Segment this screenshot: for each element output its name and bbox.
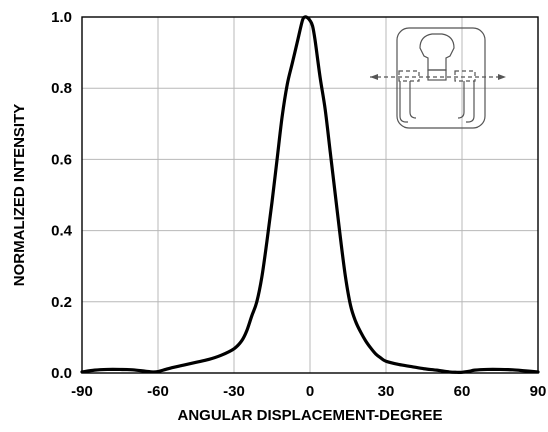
x-tick-label: 90 xyxy=(530,383,547,400)
x-tick-label: 60 xyxy=(454,383,471,400)
x-tick-label: 0 xyxy=(306,383,314,400)
y-tick-label: 0.4 xyxy=(51,223,73,240)
x-tick-label: 30 xyxy=(378,383,395,400)
y-tick-label: 0.2 xyxy=(51,294,72,311)
y-tick-label: 0.0 xyxy=(51,365,72,382)
y-tick-label: 1.0 xyxy=(51,9,72,26)
x-tick-label: -90 xyxy=(71,383,93,400)
x-axis-ticks: -90 -60 -30 0 30 60 90 xyxy=(71,383,546,400)
x-tick-label: -30 xyxy=(223,383,245,400)
fixture-schematic-icon xyxy=(370,27,506,129)
intensity-series-line xyxy=(80,15,540,374)
plot-frame xyxy=(81,16,539,374)
plot-area xyxy=(80,15,540,374)
x-tick-label: -60 xyxy=(147,383,169,400)
x-axis-title: ANGULAR DISPLACEMENT-DEGREE xyxy=(177,407,442,424)
y-axis-ticks: 0.0 0.2 0.4 0.6 0.8 1.0 xyxy=(51,9,73,382)
y-axis-title: NORMALIZED INTENSITY xyxy=(11,104,28,287)
y-tick-label: 0.8 xyxy=(51,80,72,97)
y-tick-label: 0.6 xyxy=(51,151,72,168)
